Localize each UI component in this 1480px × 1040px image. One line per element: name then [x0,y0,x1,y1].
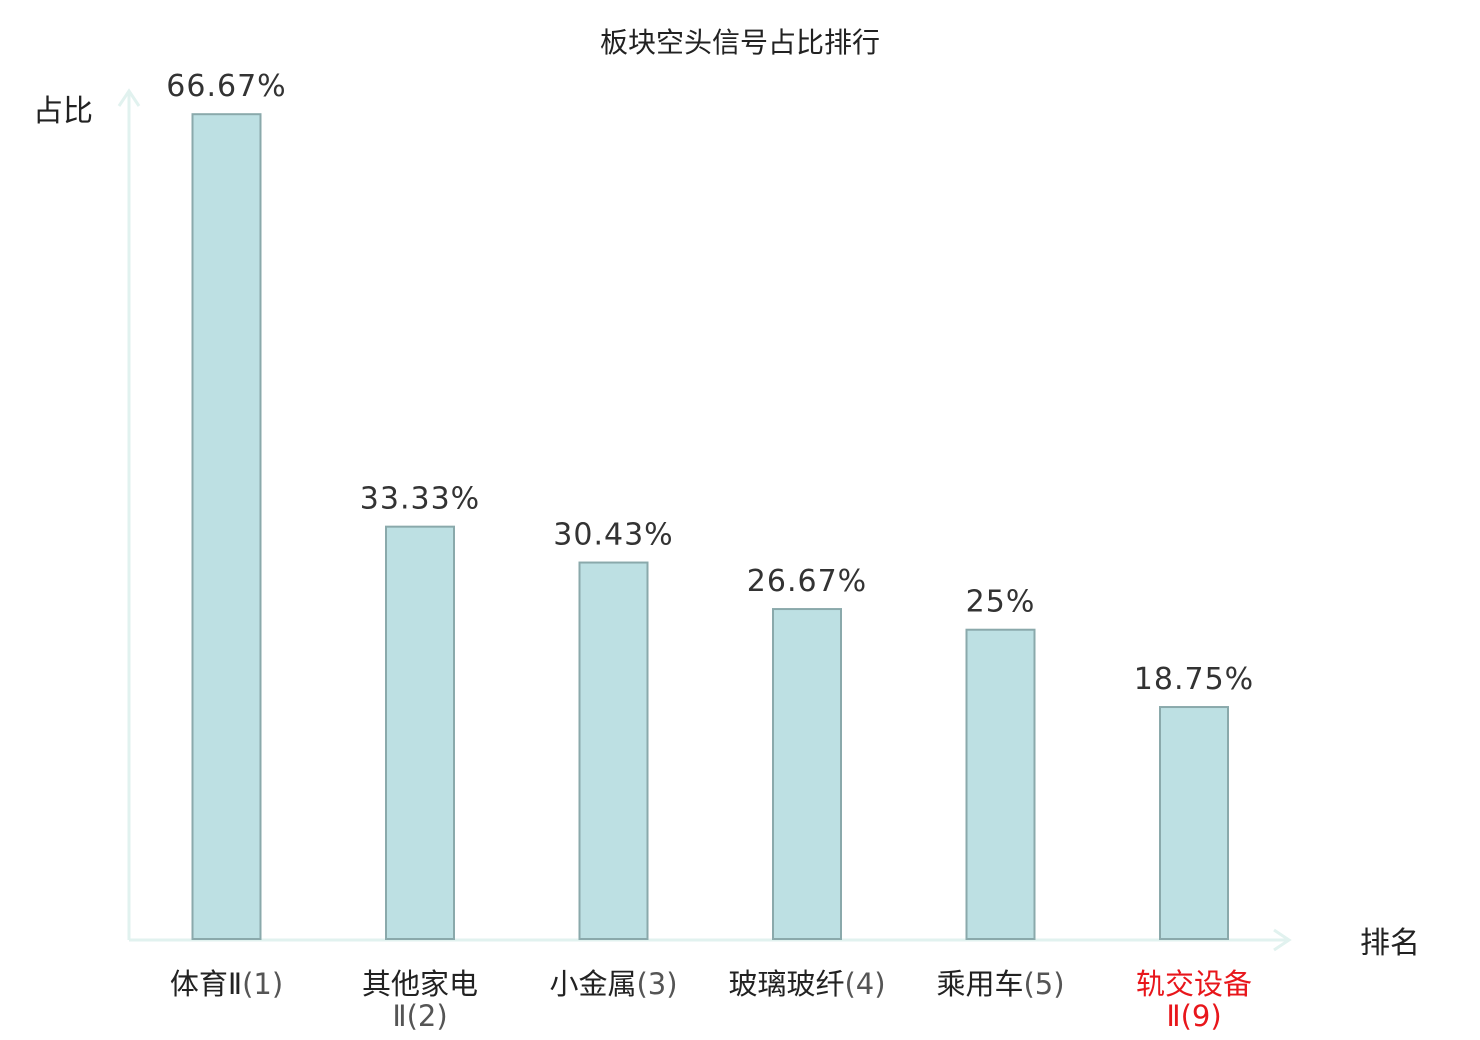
data-label: 18.75% [1134,662,1254,697]
x-tick-name: 轨交设备 [1136,967,1252,1001]
x-tick-rank: (5) [1023,967,1064,1001]
bar [965,628,1036,940]
bar [1159,706,1229,940]
chart-title: 板块空头信号占比排行 [600,26,880,59]
x-tick-label: 玻璃玻纤(4) [728,967,885,1001]
bar [385,525,455,940]
bar [191,113,262,941]
bar [772,608,842,941]
data-label: 25% [966,585,1036,620]
data-label: 33.33% [360,482,480,517]
x-tick-name: 玻璃玻纤 [728,967,844,1001]
x-tick-name: 其他家电 [362,967,478,1001]
x-tick-label: 其他家电 Ⅱ(2) [362,967,478,1033]
x-tick-rank: Ⅱ(2) [392,999,447,1033]
x-tick-label: 乘用车(5) [936,967,1064,1001]
x-tick-name: 乘用车 [936,967,1023,1001]
x-tick-name: 小金属 [549,967,636,1001]
x-tick-label: 轨交设备 Ⅱ(9) [1136,967,1252,1033]
bar [578,561,649,940]
x-tick-rank: (1) [242,967,283,1001]
x-tick-rank: Ⅱ(9) [1166,999,1221,1033]
data-label: 66.67% [166,69,286,104]
bars-group: 66.67% 体育Ⅱ(1) 33.33% 其他家电 Ⅱ(2) 30.43% 小金属(3) 26… [166,69,1254,1033]
x-tick-label: 体育Ⅱ(1) [170,967,283,1001]
y-axis-label: 占比 [33,94,93,129]
x-tick-rank: (3) [636,967,677,1001]
x-tick-name: 体育Ⅱ [170,967,242,1001]
x-tick-rank: (4) [844,967,885,1001]
y-axis-arrow-icon [117,88,141,107]
data-label: 30.43% [553,518,673,553]
x-tick-label: 小金属(3) [549,967,677,1001]
data-label: 26.67% [747,564,867,599]
x-axis-label: 排名 [1360,926,1420,961]
x-axis-arrow-icon [1273,928,1292,952]
